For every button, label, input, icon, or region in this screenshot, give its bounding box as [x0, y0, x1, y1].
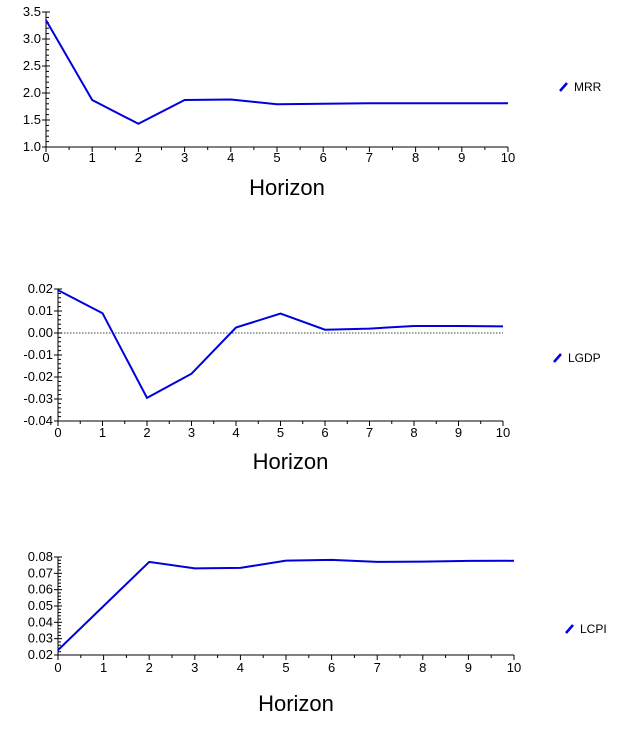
x-tick-label: 6 — [320, 150, 327, 165]
x-tick-label: 5 — [282, 660, 289, 675]
x-tick-label: 9 — [465, 660, 472, 675]
y-tick-label: 3.5 — [23, 4, 41, 19]
x-tick-label: 1 — [99, 425, 106, 440]
y-tick-label: -0.02 — [23, 369, 53, 384]
x-tick-label: 7 — [366, 150, 373, 165]
x-tick-label: 2 — [146, 660, 153, 675]
y-tick-label: 0.05 — [28, 598, 53, 613]
x-tick-label: 9 — [458, 150, 465, 165]
x-tick-label: 3 — [188, 425, 195, 440]
chart-panel-lgdp: -0.04 -0.03 -0.02 -0.01 0.00 0.01 0.02 0 1 2 3 4 5 6 7… — [23, 281, 600, 474]
legend-label: MRR — [574, 80, 602, 94]
x-tick-label: 9 — [455, 425, 462, 440]
x-tick-label: 2 — [135, 150, 142, 165]
series-line-lcpi — [57, 558, 515, 651]
series-line-mrr — [45, 19, 508, 125]
y-tick-label: 0.06 — [28, 582, 53, 597]
y-tick-label: 2.0 — [23, 85, 41, 100]
y-tick-label: 0.07 — [28, 565, 53, 580]
y-tick-label: 0.08 — [28, 549, 53, 564]
x-tick-label: 4 — [227, 150, 234, 165]
chart-panel-lcpi: 0.020.03 0.040.050.06 0.070.08 0 1 2 3 4 5 6 7 8 9 10… — [28, 549, 607, 716]
legend-label: LGDP — [568, 351, 601, 365]
y-tick-label: 0.02 — [28, 281, 53, 296]
x-axis-label: Horizon — [258, 691, 334, 716]
x-tick-label: 7 — [366, 425, 373, 440]
y-tick-label: -0.01 — [23, 347, 53, 362]
y-tick-label: -0.03 — [23, 391, 53, 406]
x-tick-label: 10 — [496, 425, 510, 440]
x-tick-label: 1 — [89, 150, 96, 165]
y-tick-label: 0.02 — [28, 647, 53, 662]
x-tick-label: 5 — [277, 425, 284, 440]
x-axis-label: Horizon — [253, 449, 329, 474]
y-tick-label: 0.04 — [28, 614, 53, 629]
x-tick-label: 5 — [273, 150, 280, 165]
x-tick-label: 0 — [54, 425, 61, 440]
legend-label: LCPI — [580, 622, 607, 636]
legend-swatch — [559, 82, 568, 92]
legend-swatch — [553, 353, 562, 363]
x-tick-label: 8 — [412, 150, 419, 165]
x-tick-label: 7 — [374, 660, 381, 675]
y-tick-label: 1.5 — [23, 112, 41, 127]
x-tick-label: 10 — [507, 660, 521, 675]
legend-swatch — [565, 624, 574, 634]
y-tick-label: -0.04 — [23, 413, 53, 428]
x-tick-label: 6 — [328, 660, 335, 675]
x-axis-label: Horizon — [249, 175, 325, 200]
x-tick-label: 0 — [54, 660, 61, 675]
series-line-lgdp — [57, 289, 504, 400]
y-tick-label: 0.03 — [28, 631, 53, 646]
x-tick-label: 10 — [501, 150, 515, 165]
x-tick-label: 8 — [419, 660, 426, 675]
y-tick-label: 1.0 — [23, 139, 41, 154]
x-tick-label: 6 — [321, 425, 328, 440]
x-tick-label: 4 — [232, 425, 239, 440]
x-tick-label: 2 — [143, 425, 150, 440]
x-tick-label: 1 — [100, 660, 107, 675]
y-tick-label: 0.00 — [28, 325, 53, 340]
x-tick-label: 0 — [42, 150, 49, 165]
x-tick-label: 3 — [181, 150, 188, 165]
y-tick-label: 3.0 — [23, 31, 41, 46]
x-tick-label: 4 — [237, 660, 244, 675]
y-tick-label: 0.01 — [28, 303, 53, 318]
x-tick-label: 3 — [191, 660, 198, 675]
x-tick-label: 8 — [410, 425, 417, 440]
y-tick-label: 2.5 — [23, 58, 41, 73]
chart-panel-mrr: 1.0 1.5 2.0 2.5 3.0 3.5 0 1 2 3 4 5 6 7 8 9 10 Horizon MRR — [23, 4, 602, 200]
